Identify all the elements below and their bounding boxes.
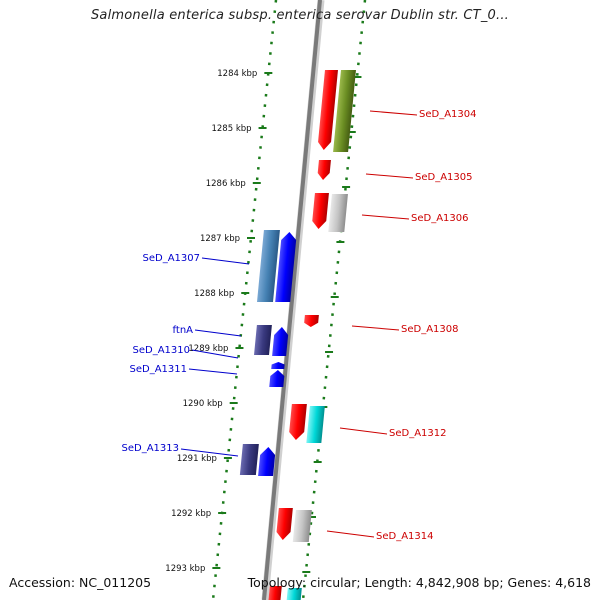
gene-label-group: SeD_A1313 bbox=[122, 443, 239, 457]
gene-label: SeD_A1310 bbox=[133, 345, 191, 356]
gene-label: ftnA bbox=[173, 325, 194, 336]
topology-label: Topology: circular; Length: 4,842,908 bp… bbox=[247, 575, 591, 590]
kbp-tick: 1284 kbp bbox=[217, 69, 362, 79]
gene-leader-line bbox=[180, 448, 239, 457]
gene-leader-line bbox=[365, 173, 414, 179]
gene-feature bbox=[268, 586, 282, 600]
kbp-tick: 1288 kbp bbox=[194, 289, 339, 299]
backbone bbox=[262, 0, 322, 600]
kbp-tick: 1286 kbp bbox=[206, 179, 351, 189]
gene-feature bbox=[257, 230, 280, 302]
gene-feature bbox=[292, 510, 312, 542]
kbp-tick-label: 1291 kbp bbox=[177, 454, 217, 464]
kbp-tick-label: 1292 kbp bbox=[171, 509, 211, 519]
gene-feature bbox=[286, 588, 302, 600]
kbp-tick: 1291 kbp bbox=[177, 454, 322, 464]
gene-label-group: SeD_A1308 bbox=[351, 324, 459, 335]
gene-label: SeD_A1305 bbox=[415, 172, 473, 183]
gene-feature bbox=[239, 444, 259, 475]
kbp-tick-label: 1290 kbp bbox=[183, 399, 223, 409]
gene-leader-line bbox=[188, 368, 238, 375]
gene-label-group: SeD_A1305 bbox=[365, 172, 473, 183]
kbp-tick: 1289 kbp bbox=[188, 344, 334, 354]
gene-leader-line bbox=[369, 110, 418, 116]
genome-title: Salmonella enterica subsp. enterica sero… bbox=[90, 8, 509, 23]
gene-feature bbox=[312, 193, 329, 229]
kbp-tick-label: 1293 kbp bbox=[165, 564, 205, 574]
kbp-ticks: 1284 kbp 1285 kbp 1286 kbp 1287 kbp 1288 kbp… bbox=[165, 69, 362, 574]
gene-label-group: SeD_A1311 bbox=[130, 364, 238, 375]
gene-leader-line bbox=[339, 427, 388, 435]
gene-leader-line bbox=[326, 530, 375, 538]
gene-label: SeD_A1313 bbox=[122, 443, 180, 454]
gene-labels: SeD_A1304 SeD_A1305 SeD_A1306 SeD_A1307 SeD_… bbox=[122, 109, 477, 542]
gene-feature bbox=[276, 508, 293, 540]
gene-features bbox=[239, 70, 356, 600]
gene-leader-line bbox=[351, 325, 400, 331]
gene-label: SeD_A1314 bbox=[376, 531, 434, 542]
gene-label-group: SeD_A1304 bbox=[369, 109, 477, 120]
gene-feature bbox=[254, 325, 272, 355]
kbp-tick-label: 1288 kbp bbox=[194, 289, 234, 299]
gene-feature bbox=[275, 232, 297, 302]
kbp-tick-label: 1287 kbp bbox=[200, 234, 240, 244]
gene-label-group: SeD_A1307 bbox=[143, 253, 250, 265]
kbp-tick-label: 1284 kbp bbox=[217, 69, 257, 79]
gene-feature bbox=[289, 404, 307, 440]
gene-leader-line bbox=[194, 329, 242, 337]
gene-label-group: SeD_A1306 bbox=[361, 213, 469, 224]
gene-feature bbox=[328, 194, 348, 232]
gene-label-group: SeD_A1312 bbox=[339, 427, 447, 439]
gene-feature bbox=[269, 370, 285, 387]
gene-label: SeD_A1306 bbox=[411, 213, 469, 224]
gene-feature bbox=[258, 447, 276, 476]
gene-label: SeD_A1308 bbox=[401, 324, 459, 335]
gene-label-group: SeD_A1310 bbox=[133, 345, 239, 359]
gene-feature bbox=[318, 70, 338, 150]
accession-label: Accession: NC_011205 bbox=[9, 575, 152, 590]
gene-label-group: SeD_A1314 bbox=[326, 530, 434, 542]
kbp-tick: 1293 kbp bbox=[165, 564, 311, 574]
gene-leader-line bbox=[201, 257, 250, 265]
gene-feature bbox=[306, 406, 325, 443]
gene-feature bbox=[304, 315, 319, 327]
kbp-tick: 1285 kbp bbox=[211, 124, 356, 134]
gene-label-group: ftnA bbox=[173, 325, 242, 337]
kbp-tick: 1292 kbp bbox=[171, 509, 316, 519]
gene-label: SeD_A1311 bbox=[130, 364, 188, 375]
kbp-tick-label: 1289 kbp bbox=[188, 344, 228, 354]
gene-label: SeD_A1304 bbox=[419, 109, 477, 120]
gene-leader-line bbox=[191, 349, 239, 359]
kbp-tick-label: 1286 kbp bbox=[206, 179, 246, 189]
gene-leader-line bbox=[361, 214, 410, 220]
gene-feature bbox=[271, 362, 285, 369]
gene-feature bbox=[272, 327, 289, 356]
gene-label: SeD_A1312 bbox=[389, 428, 447, 439]
gene-feature bbox=[317, 160, 331, 180]
gene-feature bbox=[333, 70, 356, 152]
kbp-tick-label: 1285 kbp bbox=[211, 124, 251, 134]
kbp-tick: 1287 kbp bbox=[200, 234, 345, 244]
gene-label: SeD_A1307 bbox=[143, 253, 201, 264]
